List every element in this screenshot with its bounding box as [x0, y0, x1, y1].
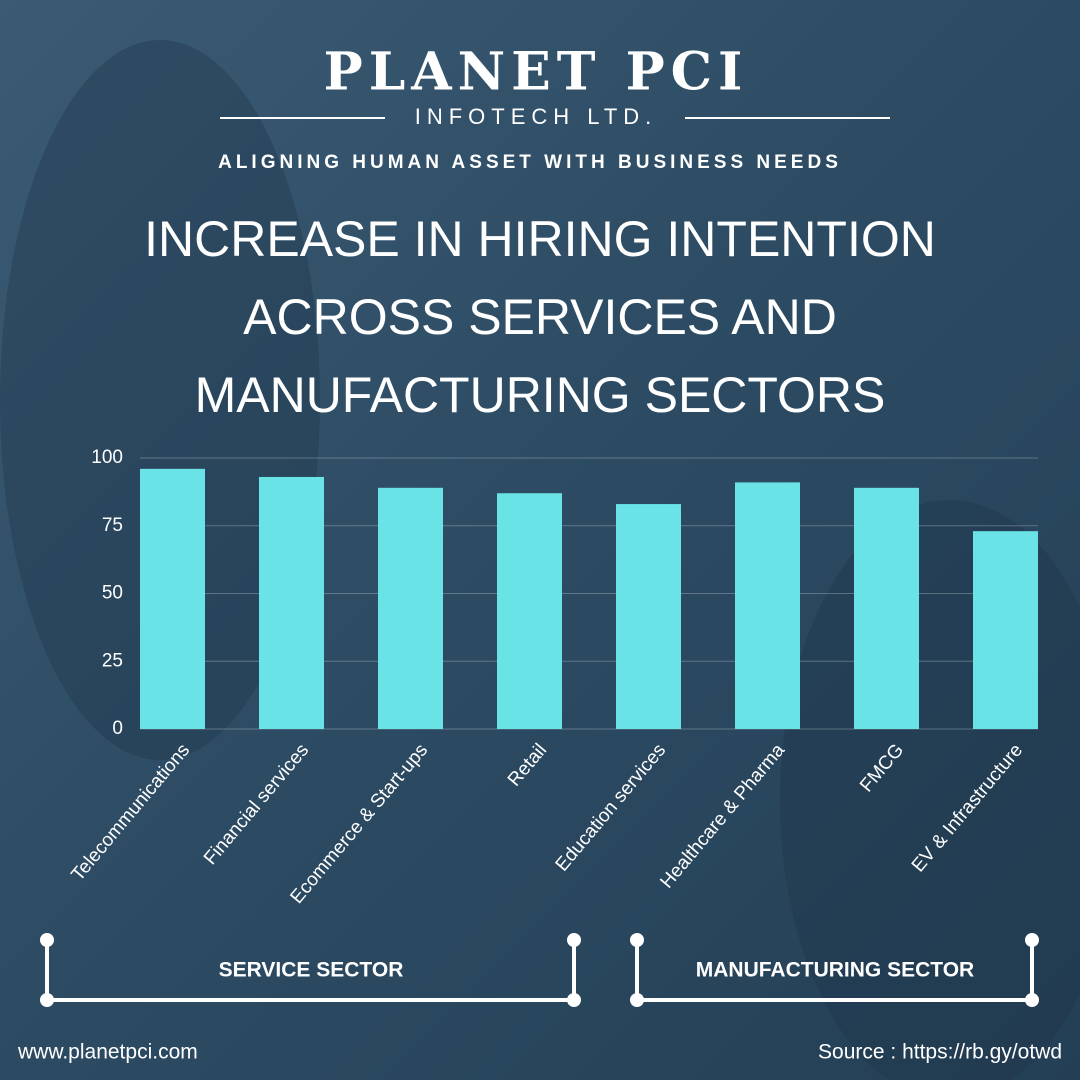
- y-tick-label: 50: [102, 583, 123, 604]
- y-tick-label: 0: [112, 718, 123, 739]
- bar: [854, 487, 919, 729]
- bar: [973, 531, 1038, 729]
- website: www.planetpci.com: [17, 1041, 198, 1064]
- sector-label: SERVICE SECTOR: [219, 959, 404, 982]
- bar: [735, 482, 800, 729]
- sector-label: MANUFACTURING SECTOR: [696, 959, 974, 982]
- brand-name: PLANET PCI: [324, 42, 749, 103]
- chart-title: ACROSS SERVICES AND: [243, 289, 837, 345]
- bracket-dots: [40, 933, 1039, 1007]
- y-tick-label: 25: [102, 650, 123, 671]
- bar: [259, 476, 324, 729]
- bar: [140, 468, 205, 729]
- bar: [616, 504, 681, 729]
- bar: [378, 487, 443, 729]
- y-tick-label: 75: [102, 515, 123, 536]
- tagline: ALIGNING HUMAN ASSET WITH BUSINESS NEEDS: [218, 152, 842, 173]
- y-tick-label: 100: [91, 447, 123, 468]
- photo-shade: [0, 40, 320, 760]
- source: Source : https://rb.gy/otwd: [818, 1041, 1062, 1064]
- chart-title: MANUFACTURING SECTORS: [195, 367, 886, 423]
- bar: [497, 493, 562, 729]
- brand-subtitle: INFOTECH LTD.: [415, 104, 658, 129]
- chart-title: INCREASE IN HIRING INTENTION: [144, 211, 936, 267]
- sector-bracket: [45, 940, 1034, 1002]
